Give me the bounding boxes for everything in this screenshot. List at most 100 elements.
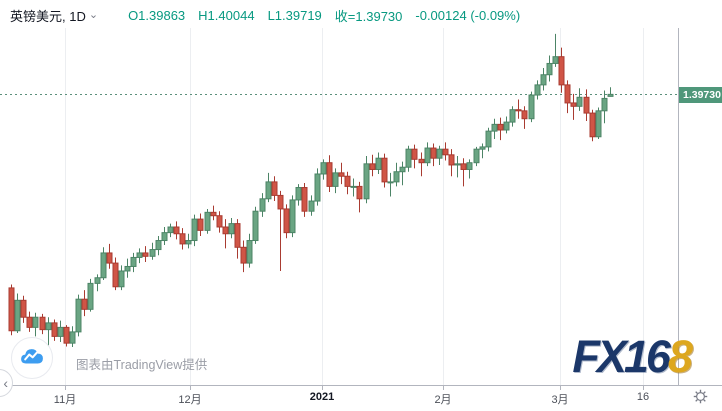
- candle-up: [320, 162, 327, 175]
- time-axis-tick: [65, 386, 66, 390]
- ohlc-readout: O1.39863 H1.40044 L1.39719 收=1.39730 -0.…: [128, 6, 533, 25]
- candle-up: [546, 62, 553, 76]
- time-axis-label: 12月: [178, 394, 202, 406]
- candle-up: [424, 147, 431, 164]
- candle-down: [515, 109, 522, 112]
- time-axis-tick: [560, 386, 561, 390]
- axis-settings-button[interactable]: [693, 389, 708, 409]
- candle-up: [595, 110, 602, 138]
- gear-icon: [693, 389, 708, 404]
- candle-down: [81, 298, 88, 310]
- candle-up: [191, 218, 198, 242]
- symbol-selector[interactable]: 英镑美元, 1D ⌄: [10, 6, 98, 25]
- candle-down: [179, 233, 186, 245]
- candle-up: [155, 240, 162, 251]
- candle-up: [509, 109, 516, 123]
- candle-down: [430, 147, 437, 159]
- candle-down: [497, 123, 504, 131]
- low-value: L1.39719: [267, 7, 322, 23]
- tradingview-logo[interactable]: [11, 337, 53, 379]
- chevron-left-icon: ‹: [3, 375, 8, 391]
- candle-up: [75, 298, 82, 333]
- candle-down: [521, 110, 528, 120]
- candle-up: [118, 270, 125, 288]
- candle-up: [479, 146, 486, 150]
- candle-up: [552, 56, 559, 64]
- chevron-down-icon: ⌄: [88, 8, 99, 21]
- candle-down: [344, 175, 351, 187]
- close-value: 收=1.39730: [334, 8, 403, 24]
- candle-up: [332, 172, 339, 187]
- time-axis-tick: [643, 386, 644, 390]
- time-axis-tick: [443, 386, 444, 390]
- candle-down: [234, 223, 241, 248]
- fx168-logo: FX168: [572, 331, 693, 382]
- candle-down: [222, 226, 229, 235]
- candle-up: [350, 185, 357, 188]
- last-price-badge: 1.39730: [679, 86, 722, 103]
- candle-up: [259, 198, 266, 212]
- candle-down: [197, 218, 204, 231]
- open-value: O1.39863: [128, 7, 186, 23]
- candle-up: [314, 173, 321, 202]
- tradingview-attribution: 图表由TradingView提供: [76, 358, 208, 372]
- price-axis-line: [678, 28, 679, 411]
- candle-up: [124, 265, 131, 272]
- candle-down: [106, 252, 113, 264]
- time-axis-label: 2月: [434, 394, 452, 406]
- candle-up: [503, 121, 510, 131]
- candle-down: [381, 157, 388, 183]
- candle-up: [149, 249, 156, 257]
- candle-down: [8, 287, 15, 332]
- candle-up: [576, 96, 583, 107]
- candle-up: [540, 74, 547, 86]
- candle-up: [45, 322, 52, 331]
- candle-down: [326, 162, 333, 187]
- symbol-title: 英镑美元, 1D: [10, 8, 86, 24]
- candle-down: [369, 163, 376, 170]
- candle-up: [473, 148, 480, 164]
- time-axis-label: 16: [636, 391, 650, 403]
- candle-up: [136, 252, 143, 258]
- candle-up: [601, 97, 608, 112]
- candle-down: [583, 96, 590, 114]
- time-axis-line: [0, 385, 722, 386]
- candle-up: [69, 331, 76, 344]
- time-axis-tick: [190, 386, 191, 390]
- candle-down: [448, 154, 455, 166]
- candle-down: [39, 316, 46, 331]
- time-axis[interactable]: 11月 12月 2021 2月 3月 16: [0, 386, 722, 411]
- candle-down: [589, 112, 596, 138]
- candle-down: [558, 56, 565, 86]
- candle-up: [94, 277, 101, 284]
- candle-up: [161, 232, 168, 242]
- candle-up: [393, 171, 400, 183]
- time-axis-label: 3月: [551, 394, 569, 406]
- candle-down: [51, 322, 58, 337]
- candle-up: [252, 210, 259, 242]
- chart-header: 英镑美元, 1D ⌄ O1.39863 H1.40044 L1.39719 收=…: [10, 5, 533, 25]
- candle-up: [534, 84, 541, 96]
- candle-up: [265, 181, 272, 200]
- time-axis-tick: [322, 386, 323, 390]
- candle-up: [607, 93, 614, 97]
- candle-up: [289, 199, 296, 234]
- candle-up: [454, 163, 461, 166]
- candle-up: [32, 316, 39, 328]
- candle-up: [375, 157, 382, 170]
- candle-up: [14, 299, 21, 332]
- candle-up: [405, 148, 412, 168]
- candle-down: [277, 194, 284, 210]
- candle-down: [240, 246, 247, 264]
- candle-up: [228, 223, 235, 235]
- candle-up: [130, 256, 137, 267]
- fx168-logo-eight: 8: [667, 331, 693, 382]
- candle-up: [57, 326, 64, 337]
- candle-down: [338, 172, 345, 177]
- fx168-logo-text: FX16: [572, 331, 671, 382]
- high-value: H1.40044: [198, 7, 255, 23]
- candle-up: [100, 252, 107, 279]
- candle-down: [418, 158, 425, 164]
